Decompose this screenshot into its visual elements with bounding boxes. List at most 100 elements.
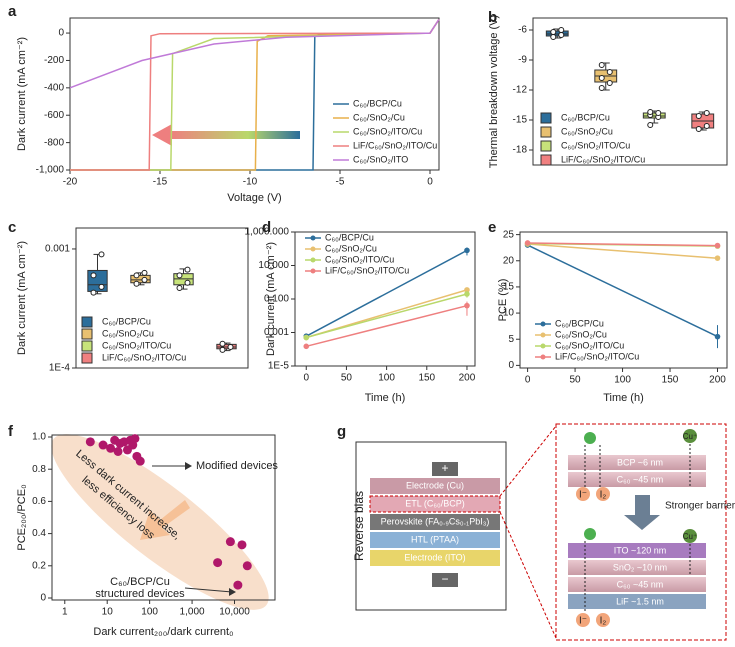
panel-letter: a [8, 3, 17, 20]
annotation: structured devices [95, 588, 185, 600]
y-axis-label: Dark current (mA cm⁻²) [16, 241, 28, 355]
x-tick-label: 200 [709, 375, 726, 386]
y-tick-label: -200 [44, 55, 64, 66]
legend-swatch [310, 257, 316, 263]
point [219, 340, 226, 347]
y-tick-label: -18 [513, 145, 528, 156]
legend-label: C₆₀/SnO₂/Cu [102, 328, 154, 338]
x-tick-label: 100 [141, 607, 158, 618]
point [714, 242, 721, 249]
point [98, 251, 105, 258]
legend-label: LiF/C₆₀/SnO₂/ITO/Cu [561, 154, 645, 164]
point [606, 80, 613, 86]
y-tick-label: 0.4 [32, 528, 46, 539]
y-tick-label: 10.000 [258, 260, 289, 271]
annotation: C₆₀/BCP/Cu [110, 576, 170, 588]
plot-frame [532, 17, 728, 166]
point [225, 537, 235, 547]
y-tick-label: 0 [40, 593, 46, 604]
legend-swatch [540, 154, 552, 166]
ion: I₂ [600, 490, 607, 501]
y-tick-label: 5 [508, 334, 514, 345]
point [598, 62, 605, 68]
series-line [69, 18, 440, 89]
point [655, 110, 662, 116]
point [133, 280, 140, 287]
layer-label: HTL (PTAA) [411, 534, 459, 544]
legend-label: C₆₀/SnO₂/ITO/Cu [561, 140, 630, 150]
x-tick-label: 10,000 [219, 607, 250, 618]
x-tick-label: -10 [243, 177, 258, 188]
legend-label: C₆₀/BCP/Cu [102, 316, 151, 326]
x-axis-label: Time (h) [365, 392, 406, 404]
plot-frame [75, 227, 249, 369]
point [464, 302, 470, 309]
series-line [306, 304, 468, 348]
legend-swatch [540, 126, 552, 138]
point [141, 276, 148, 283]
panel-letter: g [337, 423, 346, 440]
x-tick-label: 200 [459, 373, 476, 384]
series-line [306, 293, 468, 339]
x-tick-label: 50 [341, 373, 353, 384]
point [176, 284, 183, 291]
y-tick-label: 20 [503, 255, 515, 266]
point [464, 287, 470, 293]
y-tick-label: 0.6 [32, 496, 46, 507]
plot-frame [519, 231, 728, 369]
point [703, 110, 710, 116]
legend-swatch [310, 246, 316, 252]
legend-swatch [81, 340, 93, 352]
legend-label: C₆₀/SnO₂/Cu [555, 329, 607, 339]
layer-label: BCP ~6 nm [617, 457, 663, 467]
y-axis-label: PCE₂₀₀/PCE₀ [16, 484, 28, 550]
point [176, 272, 183, 279]
y-axis-label: Dark current (mA cm⁻²) [265, 242, 277, 356]
point [90, 289, 97, 296]
box [87, 269, 108, 292]
barrier-label: Stronger barrier [665, 501, 735, 512]
point [98, 440, 108, 450]
legend-swatch [540, 140, 552, 152]
point [464, 291, 470, 297]
x-axis-label: Time (h) [603, 392, 644, 404]
point [233, 580, 243, 590]
point [303, 343, 310, 350]
ion: Cu⁺ [683, 432, 697, 441]
legend-label: LiF/C₆₀/SnO₂/ITO/Cu [325, 265, 409, 275]
point [647, 109, 654, 115]
ion: I⁻ [579, 490, 587, 501]
legend-label: C₆₀/SnO₂/ITO/Cu [555, 340, 624, 350]
y-tick-label: 0.8 [32, 464, 46, 475]
x-tick-label: -5 [336, 177, 345, 188]
x-tick-label: 1 [62, 607, 68, 618]
x-tick-label: 0 [427, 177, 433, 188]
point [98, 283, 105, 290]
point [219, 346, 226, 353]
x-tick-label: -20 [63, 177, 78, 188]
y-tick-label: -400 [44, 82, 64, 93]
legend-swatch [540, 321, 546, 327]
y-tick-label: 1E-5 [268, 361, 290, 372]
y-axis-label: PCE (%) [497, 279, 509, 322]
point [464, 247, 470, 254]
point [141, 269, 148, 276]
point [135, 456, 145, 466]
y-tick-label: 0.100 [264, 294, 289, 305]
legend-label: LiF/C₆₀/SnO₂/ITO/Cu [353, 140, 437, 150]
point [524, 240, 531, 246]
point [558, 32, 565, 38]
y-tick-label: -1,000 [36, 165, 65, 176]
y-tick-label: 0 [58, 28, 64, 39]
point [130, 434, 140, 444]
legend-label: C₆₀/SnO₂/ITO [353, 154, 408, 164]
x-tick-label: 0 [525, 375, 531, 386]
legend-label: C₆₀/SnO₂/Cu [561, 126, 613, 136]
y-tick-label: 1,000.000 [245, 227, 290, 238]
legend-swatch [540, 343, 546, 349]
y-tick-label: 15 [503, 282, 515, 293]
y-tick-label: 0.2 [32, 560, 46, 571]
x-axis-label: Voltage (V) [227, 192, 281, 204]
x-tick-label: 100 [614, 375, 631, 386]
x-tick-label: 100 [378, 373, 395, 384]
